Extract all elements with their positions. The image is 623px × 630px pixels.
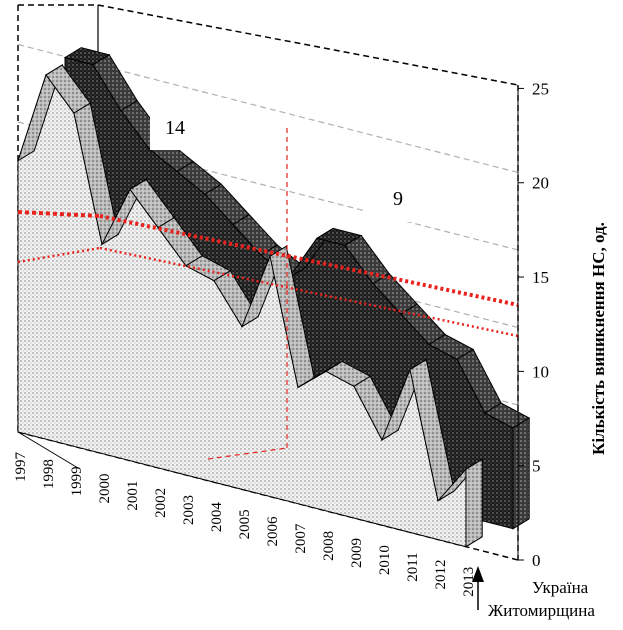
series-ukraine-end-cap xyxy=(512,417,530,530)
y-tick-label: 5 xyxy=(532,457,541,476)
annotation-label: 9 xyxy=(393,188,403,210)
annotation-box xyxy=(365,170,437,222)
x-tick-label: 1998 xyxy=(41,459,57,489)
gridline xyxy=(17,43,519,174)
y-axis: 0 5 10 15 20 25 xyxy=(517,79,549,570)
gridline xyxy=(17,198,519,329)
x-tick-label: 2000 xyxy=(97,474,113,504)
x-axis: 1997 1998 1999 2000 2001 2002 2003 2004 2005 2006… xyxy=(13,452,477,597)
y-tick-label: 15 xyxy=(532,268,549,287)
y-tick-label: 20 xyxy=(532,174,549,193)
trend-line-ukraine xyxy=(99,214,519,307)
x-tick-label: 2003 xyxy=(181,495,197,525)
x-tick-label: 2010 xyxy=(377,545,393,575)
x-tick-label: 2008 xyxy=(321,531,337,561)
x-tick-label: 2006 xyxy=(265,516,281,547)
legend-label: Житомирщина xyxy=(488,601,595,620)
annotation-box xyxy=(150,98,230,150)
x-tick-label: 2013 xyxy=(461,567,477,597)
x-tick-label: 2011 xyxy=(405,552,421,581)
series-zhytomyr-end-cap xyxy=(465,458,483,548)
gridline xyxy=(17,121,519,251)
trend-line-zhytomyr xyxy=(17,246,101,264)
y-tick-label: 10 xyxy=(532,362,549,381)
x-tick-label: 1997 xyxy=(13,452,29,483)
annotation-label: 14 xyxy=(165,117,185,139)
x-tick-label: 2012 xyxy=(433,560,449,590)
legend: Україна Житомирщина xyxy=(472,566,595,620)
y-tick-label: 25 xyxy=(532,79,549,98)
x-tick-label: 1999 xyxy=(69,466,85,496)
trend-guide xyxy=(207,447,288,460)
arrow-up-icon xyxy=(472,566,484,582)
trend-line-zhytomyr xyxy=(99,246,519,338)
x-tick-label: 2009 xyxy=(349,538,365,568)
series-layer xyxy=(17,47,531,548)
y-tick-label: 0 xyxy=(532,551,541,570)
x-tick-label: 2001 xyxy=(125,481,141,511)
trend-lines xyxy=(17,128,519,460)
series-zhytomyr xyxy=(17,63,483,548)
x-tick-label: 2005 xyxy=(237,509,253,539)
legend-label: Україна xyxy=(532,578,589,597)
x-tick-label: 2002 xyxy=(153,488,169,518)
x-tick-label: 2004 xyxy=(209,502,225,533)
y-axis-label: Кількість виникнення НС, од. xyxy=(589,222,608,455)
x-tick-label: 2007 xyxy=(293,523,309,554)
